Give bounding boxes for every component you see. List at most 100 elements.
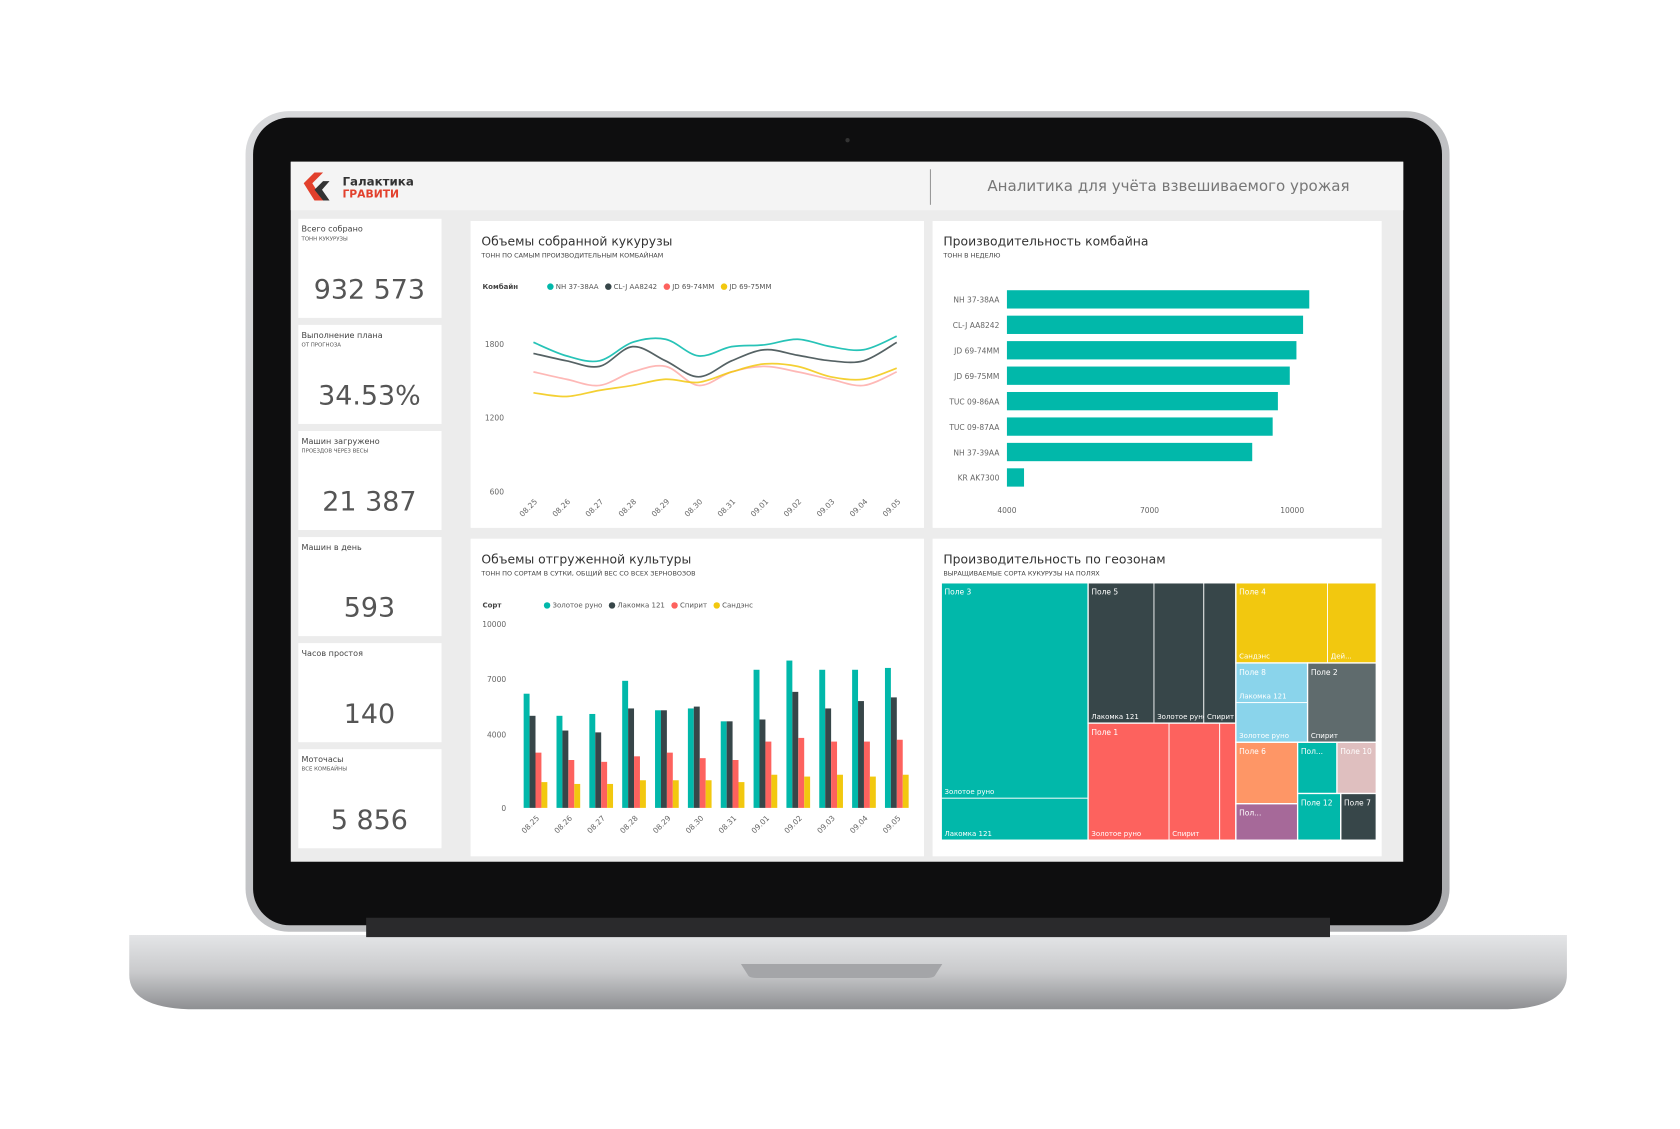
kpi-label: Машин загружено — [302, 437, 380, 446]
kpi-label: Часов простоя — [302, 649, 364, 658]
bar — [792, 691, 799, 808]
bar — [523, 693, 530, 808]
treemap-cell — [1235, 582, 1328, 664]
chart-subtitle: ТОНН ПО САМЫМ ПРОИЗВОДИТЕЛЬНЫМ КОМБАЙНАМ — [480, 251, 663, 260]
bar — [804, 776, 811, 808]
header-bar — [290, 161, 1404, 211]
treemap-cell — [1203, 582, 1237, 724]
chart-subtitle: ТОНН ПО СОРТАМ В СУТКИ, ОБЩИЙ ВЕС СО ВСЕ… — [480, 568, 695, 577]
treemap-child-label: Спирит — [1172, 830, 1199, 838]
treemap-label: Поле 2 — [1311, 668, 1338, 677]
bar — [1006, 417, 1273, 436]
chart-subtitle: ВЫРАЩИВАЕМЫЕ СОРТА КУКУРУЗЫ НА ПОЛЯХ — [943, 569, 1100, 577]
kpi-card — [298, 749, 442, 849]
treemap-cell — [1087, 582, 1155, 724]
treemap-cell — [1235, 803, 1299, 841]
bar — [831, 741, 838, 808]
line-series — [533, 335, 898, 363]
y-tick-label: NH 37-39AA — [953, 448, 1000, 457]
y-tick-label: 0 — [501, 804, 506, 813]
bar — [852, 669, 859, 808]
y-tick-label: 600 — [490, 488, 505, 497]
bar — [535, 752, 542, 808]
kpi-label: Машин в день — [302, 543, 362, 552]
bar — [798, 737, 805, 808]
bar — [1006, 391, 1278, 411]
legend-label: Сандэнс — [722, 602, 753, 610]
treemap-border — [1340, 792, 1377, 841]
bar — [574, 783, 581, 808]
bar — [825, 708, 832, 808]
legend-marker — [720, 283, 728, 290]
treemap-child-label: Спирит — [1207, 713, 1234, 721]
line-series — [533, 362, 898, 398]
legend-marker — [608, 602, 616, 609]
bar — [753, 669, 760, 808]
bar — [655, 710, 661, 808]
kpi-sublabel: ВСЕ КОМБАЙНЫ — [302, 766, 348, 773]
legend-marker — [671, 602, 678, 609]
treemap-label: Поле 12 — [1301, 798, 1333, 807]
treemap-child-label: Дей... — [1331, 653, 1352, 661]
bar — [1006, 366, 1290, 385]
treemap-child-label: Золотое руно — [1239, 732, 1289, 740]
treemap-label: Поле 1 — [1091, 728, 1118, 737]
bar — [660, 710, 667, 808]
bar — [896, 739, 903, 808]
treemap-child-label: Спирит — [1311, 732, 1338, 740]
bar — [705, 780, 712, 808]
y-tick-label: TUC 09-87AA — [948, 423, 1000, 432]
legend-label: JD 69-74MM — [671, 283, 714, 291]
kpi-label: Моточасы — [302, 755, 344, 764]
bar — [771, 774, 778, 808]
line-series — [533, 364, 898, 387]
treemap-cell — [1307, 662, 1377, 743]
bar — [869, 776, 876, 808]
kpi-value: 21 387 — [322, 487, 416, 518]
y-tick-label: CL-J AA8242 — [953, 321, 1000, 330]
bar — [693, 706, 700, 808]
y-tick-label: 1800 — [485, 340, 504, 349]
bar — [628, 708, 635, 808]
legend-marker — [605, 283, 612, 290]
treemap-cell — [940, 582, 1089, 799]
chart-subtitle: ТОНН В НЕДЕЛЮ — [942, 252, 1000, 260]
bar — [595, 732, 602, 808]
legend-title: Комбайн — [482, 283, 518, 291]
dashboard-title: Аналитика для учёта взвешиваемого урожая — [987, 177, 1349, 195]
treemap-label: Поле 6 — [1239, 747, 1266, 756]
treemap-label: Поле 8 — [1239, 668, 1266, 677]
x-tick-label: 7000 — [1140, 506, 1159, 515]
treemap-child-label: Золотое руно — [1091, 830, 1141, 838]
treemap-label: Пол... — [1301, 747, 1323, 756]
logo-mark — [314, 181, 330, 201]
chart-title: Производительность комбайна — [943, 235, 1148, 249]
bar — [687, 708, 694, 808]
bar — [562, 730, 569, 808]
kpi-card — [298, 324, 442, 424]
treemap-cell — [1153, 582, 1205, 724]
bar — [529, 715, 536, 808]
treemap-label: Поле 3 — [944, 588, 971, 597]
kpi-card — [298, 537, 442, 637]
x-tick-label: 4000 — [997, 506, 1016, 515]
bar — [1006, 442, 1253, 462]
logo — [303, 172, 330, 201]
chart-title: Объемы собранной кукурузы — [481, 235, 672, 249]
bar — [837, 774, 843, 808]
bar — [726, 721, 733, 808]
logo-text: Галактика — [342, 174, 413, 188]
y-tick-label: 4000 — [487, 730, 506, 739]
bar — [863, 741, 870, 808]
bar — [884, 667, 891, 808]
bar — [732, 760, 739, 808]
kpi-value: 593 — [344, 593, 395, 624]
bar — [902, 774, 909, 808]
bar — [601, 761, 608, 808]
y-tick-label: 1200 — [485, 414, 504, 423]
y-tick-label: NH 37-38AA — [953, 296, 1000, 305]
logo-text: ГРАВИТИ — [342, 187, 399, 200]
bar — [541, 782, 548, 808]
bar — [1006, 341, 1297, 360]
